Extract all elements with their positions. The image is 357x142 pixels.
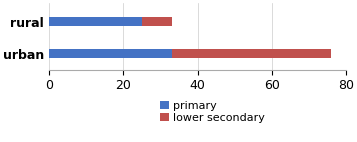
Bar	[172, 49, 331, 58]
Legend: primary, lower secondary: primary, lower secondary	[160, 101, 265, 123]
Bar	[49, 49, 172, 58]
Bar	[142, 17, 172, 26]
Bar	[49, 17, 142, 26]
